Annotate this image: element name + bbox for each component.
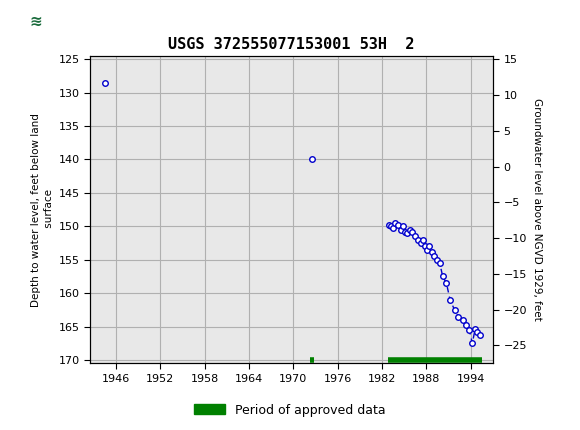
Title: USGS 372555077153001 53H  2: USGS 372555077153001 53H 2 — [168, 37, 415, 52]
Y-axis label: Groundwater level above NGVD 1929, feet: Groundwater level above NGVD 1929, feet — [532, 98, 542, 321]
Legend: Period of approved data: Period of approved data — [189, 399, 391, 421]
Text: USGS: USGS — [78, 12, 133, 31]
Y-axis label: Depth to water level, feet below land
 surface: Depth to water level, feet below land su… — [31, 113, 54, 307]
Bar — [7, 4, 65, 41]
Text: ≋: ≋ — [30, 14, 42, 29]
